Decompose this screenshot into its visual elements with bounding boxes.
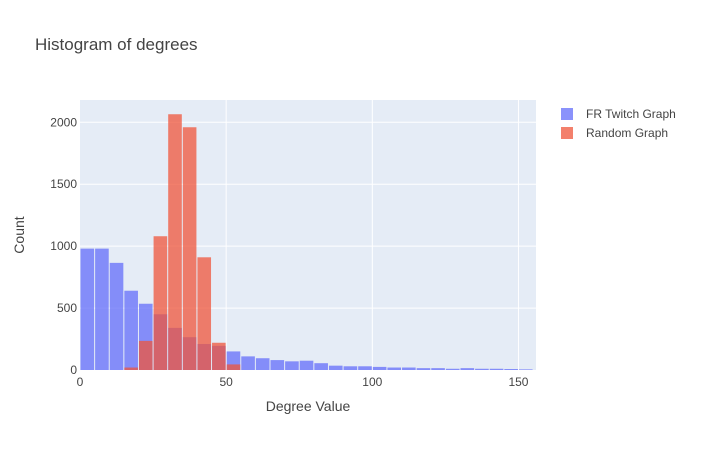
bar[interactable] [270, 360, 285, 370]
legend-label[interactable]: Random Graph [586, 126, 668, 140]
x-tick-label: 100 [362, 375, 382, 389]
legend-swatch[interactable] [561, 108, 573, 120]
bar[interactable] [299, 360, 314, 370]
bar[interactable] [255, 358, 270, 370]
bar[interactable] [212, 342, 226, 370]
bar[interactable] [80, 248, 95, 370]
bars [80, 114, 533, 370]
legend[interactable]: FR Twitch Graph Random Graph [561, 107, 676, 140]
y-tick-label: 1500 [50, 177, 77, 191]
y-tick-label: 500 [57, 301, 77, 315]
x-tick-label: 50 [219, 375, 233, 389]
x-tick-label: 150 [508, 375, 528, 389]
bar[interactable] [109, 262, 124, 370]
bar[interactable] [431, 368, 445, 370]
tick-labels: 0 500 1000 1500 2000 0 50 100 150 [50, 115, 528, 389]
y-tick-label: 2000 [50, 115, 77, 129]
bar[interactable] [153, 236, 168, 370]
bar[interactable] [168, 114, 182, 370]
bar[interactable] [402, 367, 416, 370]
bar[interactable] [504, 369, 518, 370]
bar[interactable] [416, 368, 431, 370]
x-axis-title: Degree Value [266, 398, 351, 414]
bar[interactable] [343, 366, 358, 370]
y-tick-label: 1000 [50, 239, 77, 253]
bar[interactable] [475, 368, 489, 370]
legend-label[interactable]: FR Twitch Graph [586, 107, 676, 121]
bar[interactable] [518, 369, 533, 370]
bar[interactable] [241, 356, 255, 370]
y-tick-label: 0 [70, 363, 77, 377]
chart-title: Histogram of degrees [35, 35, 198, 54]
bar[interactable] [460, 368, 475, 370]
bar[interactable] [124, 367, 138, 370]
bar[interactable] [387, 367, 402, 370]
bar[interactable] [445, 368, 460, 370]
bar[interactable] [328, 365, 343, 370]
y-axis-title: Count [11, 216, 27, 253]
bar[interactable] [226, 364, 241, 370]
bar[interactable] [182, 127, 197, 370]
bar[interactable] [372, 366, 387, 370]
bar[interactable] [358, 366, 372, 370]
bar[interactable] [489, 368, 504, 370]
bar[interactable] [124, 290, 138, 370]
bar[interactable] [285, 361, 299, 370]
bar[interactable] [138, 340, 153, 370]
bar[interactable] [314, 363, 328, 370]
legend-swatch[interactable] [561, 127, 573, 139]
bar[interactable] [197, 257, 212, 370]
x-tick-label: 0 [77, 375, 84, 389]
bar[interactable] [95, 248, 109, 370]
